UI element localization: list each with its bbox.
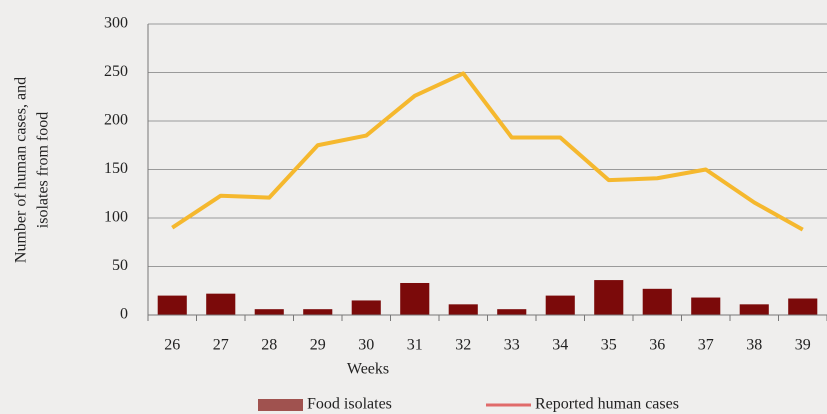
y-axis-title: isolates from food — [35, 112, 52, 228]
legend-swatch — [258, 399, 303, 411]
x-tick-label: 30 — [358, 337, 374, 354]
bar — [788, 298, 818, 315]
x-tick-label: 36 — [649, 337, 665, 354]
y-tick-label: 250 — [104, 63, 128, 80]
bar — [254, 309, 284, 315]
x-tick-label: 35 — [601, 337, 617, 354]
x-tick-label: 38 — [746, 337, 762, 354]
y-axis-title: Number of human cases, and — [13, 77, 30, 263]
y-tick-label: 200 — [104, 112, 128, 129]
x-axis-title: Weeks — [347, 361, 389, 378]
bar — [594, 280, 624, 315]
bar — [448, 304, 478, 315]
x-tick-label: 39 — [795, 337, 811, 354]
x-tick-label: 27 — [213, 337, 229, 354]
y-tick-label: 50 — [112, 257, 128, 274]
bar — [157, 295, 187, 315]
x-tick-label: 26 — [164, 337, 180, 354]
y-tick-label: 100 — [104, 209, 128, 226]
x-tick-label: 28 — [261, 337, 277, 354]
legend-label: Food isolates — [307, 396, 392, 413]
line — [171, 71, 804, 232]
y-tick-label: 150 — [104, 160, 128, 177]
x-tick-label: 31 — [407, 337, 423, 354]
legend-label: Reported human cases — [535, 396, 679, 413]
bar — [691, 297, 721, 315]
x-tick-label: 32 — [455, 337, 471, 354]
bar — [206, 293, 236, 315]
bar — [400, 282, 430, 315]
x-tick-label: 34 — [552, 337, 568, 354]
bar — [497, 309, 527, 315]
bar — [642, 288, 672, 315]
x-tick-label: 29 — [310, 337, 326, 354]
bar — [545, 295, 575, 315]
bar — [303, 309, 333, 315]
x-tick-label: 33 — [504, 337, 520, 354]
y-tick-label: 300 — [104, 15, 128, 32]
x-tick-label: 37 — [698, 337, 714, 354]
bar — [351, 300, 381, 315]
y-tick-label: 0 — [120, 306, 128, 323]
bar — [739, 304, 769, 315]
